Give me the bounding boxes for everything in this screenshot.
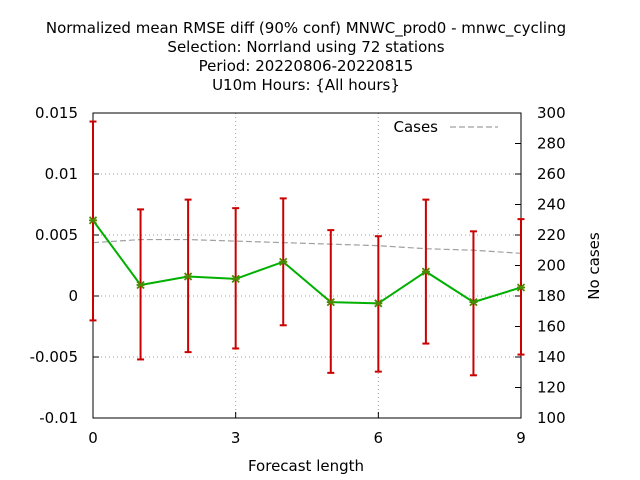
data-point xyxy=(421,267,431,276)
y2-tick-label: 260 xyxy=(537,165,566,183)
diff-series xyxy=(88,216,526,308)
chart-title: Normalized mean RMSE diff (90% conf) MNW… xyxy=(46,19,566,94)
y-tick-label: 0 xyxy=(68,287,78,305)
title-line: U10m Hours: {All hours} xyxy=(212,76,400,94)
title-line: Period: 20220806-20220815 xyxy=(199,57,414,75)
y-tick-label: 0.015 xyxy=(35,104,78,122)
y2-tick-label: 160 xyxy=(537,318,566,336)
legend-label-cases: Cases xyxy=(393,118,438,136)
error-bars xyxy=(89,120,525,377)
data-point xyxy=(183,272,193,281)
data-point xyxy=(136,280,145,290)
y-tick-label: -0.005 xyxy=(30,348,78,366)
x-tick-label: 9 xyxy=(516,429,526,447)
data-point xyxy=(326,297,335,307)
cases-line xyxy=(92,238,522,254)
cases-series xyxy=(92,238,522,254)
x-tick-label: 0 xyxy=(88,429,98,447)
y2-axis-label: No cases xyxy=(585,232,603,300)
plot-border xyxy=(92,112,522,419)
y2-tick-label: 180 xyxy=(537,287,566,305)
y2-tick-label: 140 xyxy=(537,348,566,366)
data-point xyxy=(279,257,288,266)
y-tick-label: 0.01 xyxy=(45,165,78,183)
title-line: Normalized mean RMSE diff (90% conf) MNW… xyxy=(46,19,566,38)
data-point xyxy=(516,283,526,292)
y2-tick-label: 240 xyxy=(537,196,566,214)
data-point xyxy=(88,216,98,225)
y-tick-label: 0.005 xyxy=(35,226,78,244)
diff-line xyxy=(92,219,522,305)
grid xyxy=(93,113,521,418)
y2-tick-label: 200 xyxy=(537,257,566,275)
title-line: Selection: Norrland using 72 stations xyxy=(167,38,444,56)
y-axis: -0.01 -0.005 0 0.005 0.01 0.015 xyxy=(30,104,99,427)
data-point xyxy=(469,297,478,307)
x-axis: 0 3 6 9 xyxy=(88,412,526,447)
data-point xyxy=(374,299,383,308)
y2-tick-label: 220 xyxy=(537,226,566,244)
data-point xyxy=(231,274,240,284)
y2-tick-label: 280 xyxy=(537,135,566,153)
x-tick-label: 6 xyxy=(374,429,384,447)
x-axis-label: Forecast length xyxy=(248,457,364,475)
y-tick-label: -0.01 xyxy=(39,409,78,427)
x-tick-label: 3 xyxy=(231,429,241,447)
y2-tick-label: 300 xyxy=(537,104,566,122)
legend: Cases xyxy=(393,118,498,136)
y2-tick-label: 120 xyxy=(537,379,566,397)
y2-axis: 100 120 140 160 180 200 220 240 260 280 300 xyxy=(515,104,566,427)
y2-tick-label: 100 xyxy=(537,409,566,427)
plot-frame xyxy=(92,112,522,419)
